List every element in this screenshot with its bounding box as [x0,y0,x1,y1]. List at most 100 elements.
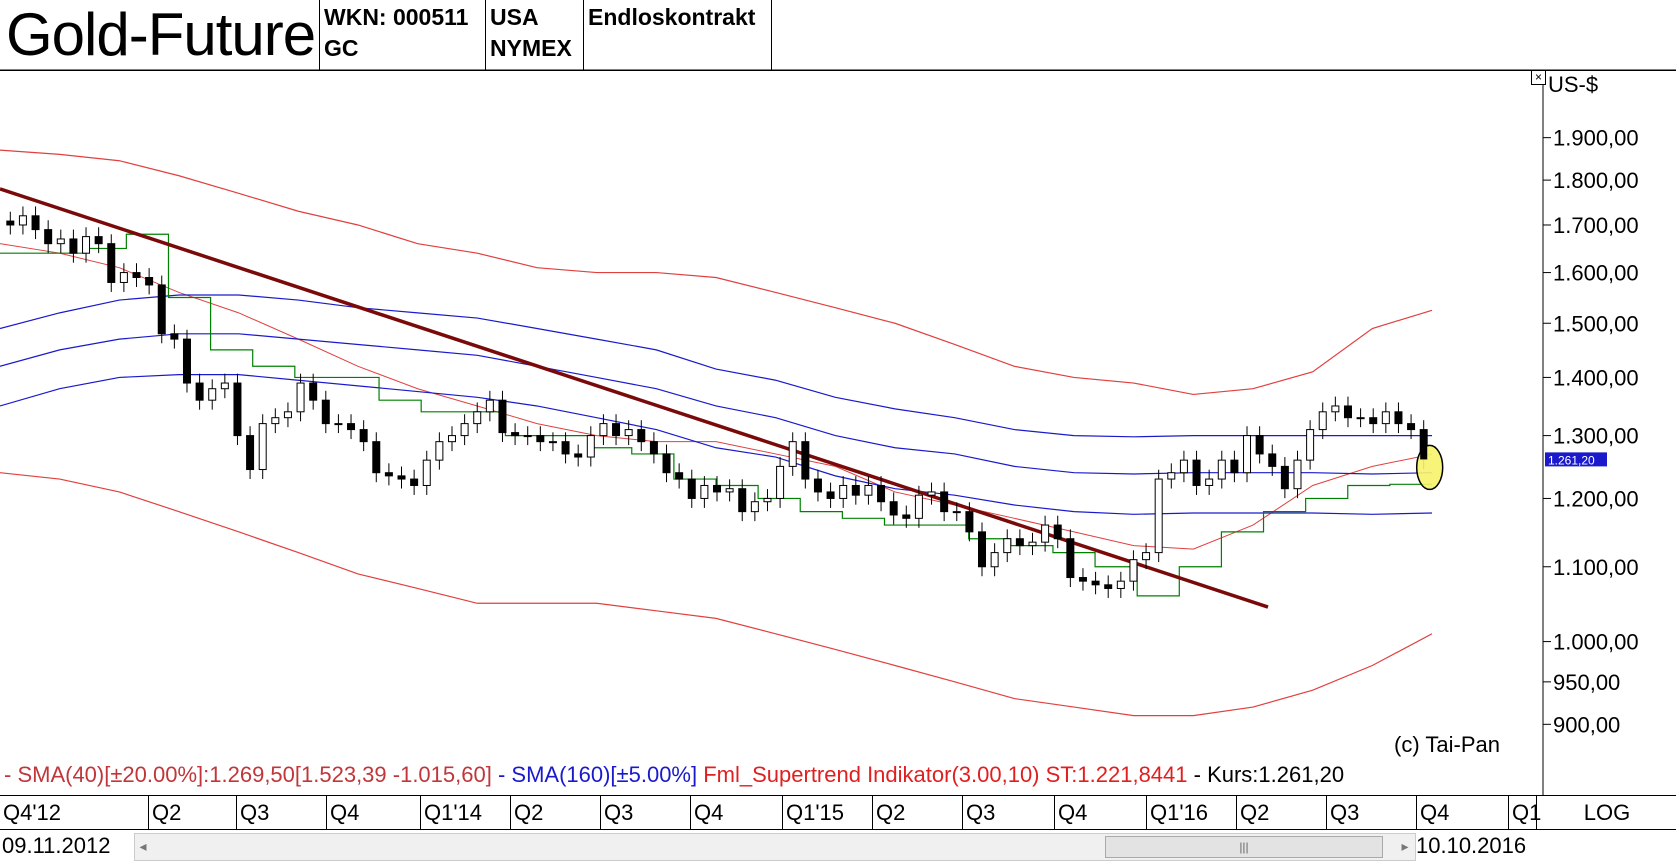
y-tick-label: 1.500,00 [1553,311,1639,336]
quarter-label: Q4 [1416,796,1508,829]
candle-body [460,423,469,437]
y-tick-label: 1.900,00 [1553,126,1639,151]
candle-body [1356,417,1365,420]
candle-body [359,429,368,443]
candle-body [1192,459,1201,486]
candle-body [1091,580,1100,586]
quarter-label: Q4 [690,796,782,829]
scroll-left-icon[interactable]: ◂ [139,838,147,854]
candle-body [1129,559,1138,582]
symbol-label: GC [324,35,359,61]
quarter-label: Q1 [1508,796,1541,829]
contract-cell: Endloskontrakt [584,0,772,70]
candle-body [157,284,166,335]
candle-body [1369,417,1378,425]
candle-body [145,277,154,286]
y-tick-label: 1.700,00 [1553,213,1639,238]
sma160-upper-band [0,294,1432,438]
candle-body-last [1420,429,1428,460]
candle-body [952,511,961,514]
timeline-scrollbar[interactable]: 09.11.2012 ||| ◂ ▸ 10.10.2016 [0,829,1676,862]
candle-body [473,411,482,425]
candle-body [649,441,658,455]
candle-body [410,478,419,486]
quarter-label: Q3 [600,796,690,829]
candle-body [1015,538,1024,547]
close-icon[interactable]: × [1531,70,1546,85]
wkn-label: WKN: 000511 [324,4,469,30]
quarter-label: Q4 [1054,796,1146,829]
candle-body [258,423,267,471]
indicator-legend: - SMA(40)[±20.00%]:1.269,50[1.523,39 -1.… [4,762,1344,788]
y-tick-label: 950,00 [1553,670,1620,695]
candle-body [763,497,772,503]
sma160-lower-band [0,374,1433,515]
candle-body [1066,538,1075,579]
y-tick-label: 1.800,00 [1553,168,1639,193]
candle-body [182,338,191,384]
y-tick-label: 1.000,00 [1553,630,1639,655]
quarter-label: Q1'14 [420,796,510,829]
quarter-label: Q3 [962,796,1054,829]
candle-body [725,488,734,493]
candle-body [889,501,898,516]
candle-body [195,382,204,401]
quarter-label: Q4 [326,796,420,829]
candle-body [1306,429,1315,461]
scroll-thumb[interactable]: ||| [1105,836,1383,858]
candle-body [1230,459,1239,474]
candle-body [447,435,456,443]
exchange-label: NYMEX [490,35,572,61]
candle-body [902,514,911,519]
candle-body [978,531,987,568]
country-label: USA [490,4,539,30]
candle-body [813,478,822,493]
candle-body [713,484,721,493]
candle-body [548,441,557,444]
legend-kurs: - Kurs:1.261,20 [1187,762,1345,787]
candle-body [422,459,431,486]
candle-body [1268,453,1277,467]
sma40-lower-band [0,472,1433,717]
candle-body [1104,584,1113,589]
candle-body [1255,435,1264,455]
candle-body [31,215,40,231]
legend-supertrend: Fml_Supertrend Indikator(3.00,10) ST:1.2… [697,762,1188,787]
scroll-track[interactable]: ||| [134,833,1416,861]
copyright-label: (c) Tai-Pan [1394,732,1500,757]
candle-body [246,435,255,471]
candle-body [536,435,545,443]
candle-body [1381,411,1390,425]
candle-body [82,236,91,254]
candle-body [119,272,128,283]
candle-body [662,453,671,474]
candle-body [107,243,116,283]
end-date: 10.10.2016 [1416,833,1527,858]
candle-body [511,432,520,437]
candle-body [1028,541,1037,547]
y-tick-label: 1.600,00 [1553,261,1639,286]
candle-body [1041,524,1050,543]
candle-body [309,382,318,401]
quarter-label: Q2 [148,796,236,829]
candle-body [586,435,595,458]
log-scale-button[interactable]: LOG [1536,796,1676,829]
scroll-right-icon[interactable]: ▸ [1401,838,1409,854]
candle-body [1003,538,1012,554]
candle-body [384,472,393,477]
candle-body [965,511,974,533]
candle-body [283,411,292,419]
price-chart[interactable]: US-$ 1.900,00 1.800,00 1.700,00 1.600,00 1.50… [0,0,1676,795]
candle-body [1331,405,1340,413]
candle-body [372,441,381,474]
candle-body [69,238,78,254]
candle-body [397,475,406,480]
candle-body [990,552,999,568]
sma40-line [0,243,1433,550]
y-tick-label: 1.100,00 [1553,555,1639,580]
instrument-title: Gold-Future [6,1,316,68]
candle-body [296,382,305,413]
candle-body [700,484,709,499]
candle-body [839,484,848,499]
y-tick-label: 900,00 [1553,712,1620,737]
